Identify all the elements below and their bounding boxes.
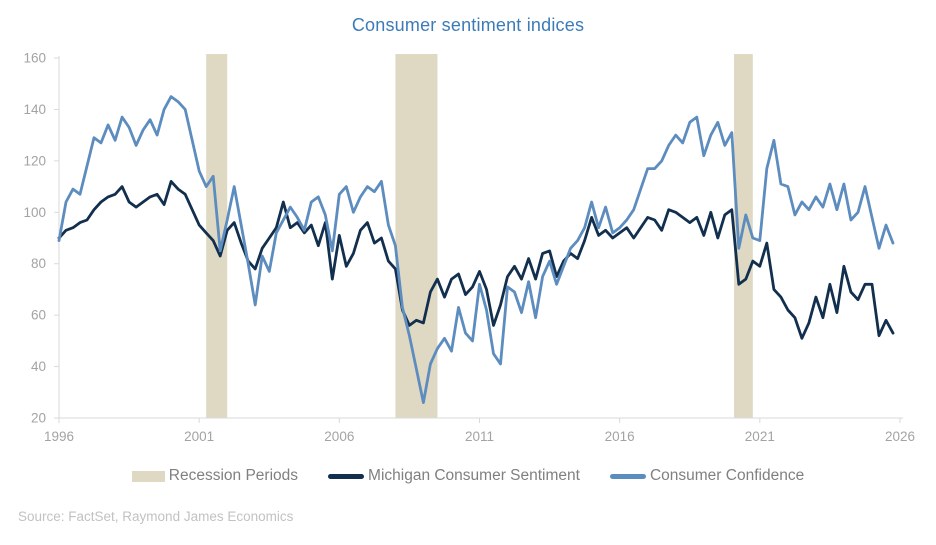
- confidence-line-swatch-icon: [609, 473, 646, 479]
- y-tick-label: 80: [31, 256, 46, 271]
- series-line-michigan: [57, 179, 895, 340]
- legend-label-michigan-consumer-sentiment: Michigan Consumer Sentiment: [368, 467, 580, 484]
- y-tick-label: 160: [23, 51, 46, 66]
- legend-item-michigan-consumer-sentiment: Michigan Consumer Sentiment: [328, 467, 580, 485]
- x-tick-label: 2021: [745, 429, 775, 444]
- legend-label-consumer-confidence: Consumer Confidence: [649, 467, 805, 484]
- recession-band: [734, 54, 753, 418]
- y-tick-label: 20: [31, 411, 46, 426]
- x-tick-label: 2026: [885, 429, 915, 444]
- x-tick-label: 2011: [465, 429, 494, 444]
- y-tick-label: 140: [23, 102, 46, 117]
- x-tick-label: 1996: [44, 429, 74, 444]
- y-tick-label: 100: [23, 205, 46, 220]
- series-line-confidence: [57, 95, 895, 405]
- chart-title: Consumer sentiment indices: [351, 15, 585, 35]
- y-tick-label: 120: [23, 153, 46, 168]
- y-tick-label: 40: [31, 359, 46, 374]
- x-tick-label: 2001: [184, 429, 214, 444]
- y-tick-label: 60: [31, 308, 46, 323]
- x-tick-label: 2006: [324, 429, 354, 444]
- legend-item-recession-periods: Recession Periods: [131, 467, 299, 485]
- legend-item-consumer-confidence: Consumer Confidence: [609, 467, 805, 485]
- michigan-line-swatch-icon: [328, 473, 365, 479]
- source-note: Source: FactSet, Raymond James Economics: [18, 509, 294, 524]
- recession-band: [395, 54, 438, 418]
- legend: Recession Periods Michigan Consumer Sent…: [0, 467, 936, 485]
- x-tick-label: 2016: [605, 429, 635, 444]
- plot-area: 20 40 60 80 100 120 140 160 1996 2001 2006 2011 2016…: [23, 51, 915, 445]
- recession-band-swatch-icon: [131, 470, 165, 482]
- recession-band: [206, 54, 228, 418]
- legend-label-recession-periods: Recession Periods: [168, 467, 299, 484]
